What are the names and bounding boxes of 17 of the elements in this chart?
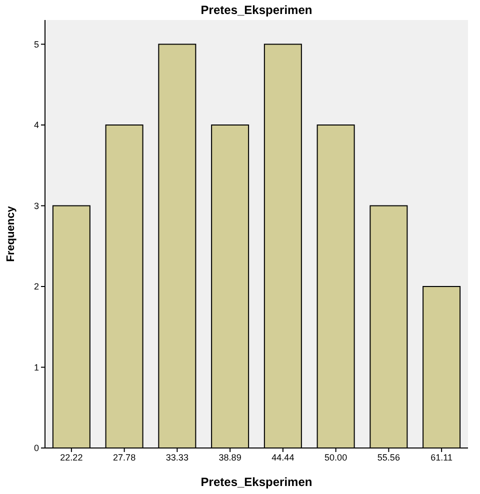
y-tick-label: 4: [34, 120, 39, 130]
x-tick-label: 50.00: [324, 452, 348, 462]
y-axis-title: Frequency: [4, 205, 17, 262]
x-tick-label: 22.22: [60, 452, 83, 462]
y-tick-label: 5: [34, 39, 39, 50]
x-tick-label: 38.89: [218, 452, 242, 462]
chart-title: Pretes_Eksperimen: [200, 3, 314, 17]
y-tick-label: 0: [34, 443, 39, 454]
y-tick-label: 2: [34, 282, 39, 292]
x-tick-label: 55.56: [377, 452, 400, 462]
y-tick-label: 1: [34, 362, 39, 372]
x-tick-label: 61.11: [430, 452, 452, 462]
y-tick-label: 3: [34, 200, 39, 211]
x-tick-label: 27.78: [113, 452, 136, 462]
x-tick-label: 33.33: [166, 452, 188, 462]
x-tick-label: 44.44: [272, 452, 294, 462]
x-axis-title: Pretes_Eksperimen: [200, 475, 312, 489]
